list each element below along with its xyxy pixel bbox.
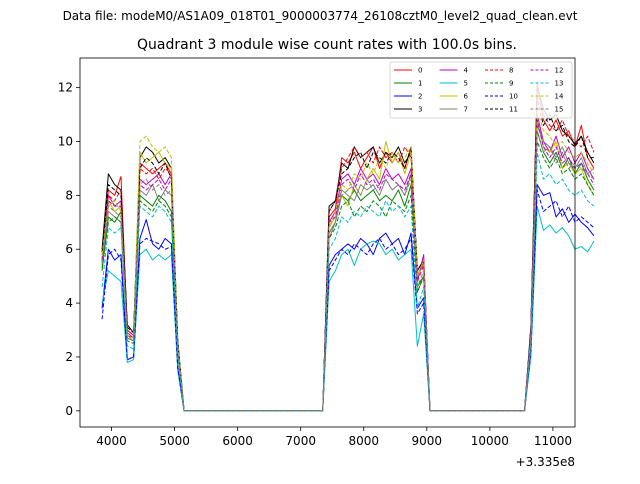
legend-box (389, 61, 573, 119)
legend-label-9: 9 (509, 80, 513, 88)
x-tick-label: 10000 (471, 434, 509, 448)
legend-label-1: 1 (418, 80, 422, 88)
figure-suptitle: Data file: modeM0/AS1A09_018T01_90000037… (63, 9, 578, 23)
x-tick-label: 4000 (96, 434, 127, 448)
y-tick-label: 2 (65, 350, 73, 364)
x-axis: 4000 5000 6000 7000 8000 9000 10000 11000 (96, 427, 572, 448)
x-tick-label: 8000 (348, 434, 379, 448)
legend-label-4: 4 (464, 67, 469, 75)
legend-label-5: 5 (464, 80, 468, 88)
y-tick-label: 8 (65, 188, 73, 202)
legend-label-2: 2 (418, 93, 422, 101)
y-tick-label: 12 (58, 81, 73, 95)
x-offset-label: +3.335e8 (516, 455, 575, 469)
y-tick-label: 4 (65, 296, 73, 310)
legend-label-8: 8 (509, 67, 513, 75)
legend-label-3: 3 (418, 106, 422, 114)
legend-label-14: 14 (555, 93, 564, 101)
legend-label-13: 13 (555, 80, 564, 88)
x-tick-label: 11000 (534, 434, 572, 448)
legend-label-10: 10 (509, 93, 518, 101)
x-tick-label: 5000 (159, 434, 190, 448)
legend-label-15: 15 (555, 106, 564, 114)
series-line-15 (101, 130, 595, 412)
x-tick-label: 7000 (285, 434, 316, 448)
y-axis: 0 2 4 6 8 10 12 (58, 81, 80, 418)
plot-frame (79, 57, 576, 428)
y-tick-label: 0 (65, 404, 73, 418)
legend-label-0: 0 (418, 67, 422, 75)
legend-label-7: 7 (464, 106, 468, 114)
chart-title: Quadrant 3 module wise count rates with … (137, 37, 517, 53)
x-tick-label: 6000 (222, 434, 253, 448)
legend-label-6: 6 (464, 93, 469, 101)
x-tick-label: 9000 (412, 434, 443, 448)
legend-label-12: 12 (555, 67, 564, 75)
plot-lines (101, 81, 595, 412)
legend-label-11: 11 (509, 106, 518, 114)
y-tick-label: 6 (65, 242, 73, 256)
y-tick-label: 10 (58, 134, 73, 148)
